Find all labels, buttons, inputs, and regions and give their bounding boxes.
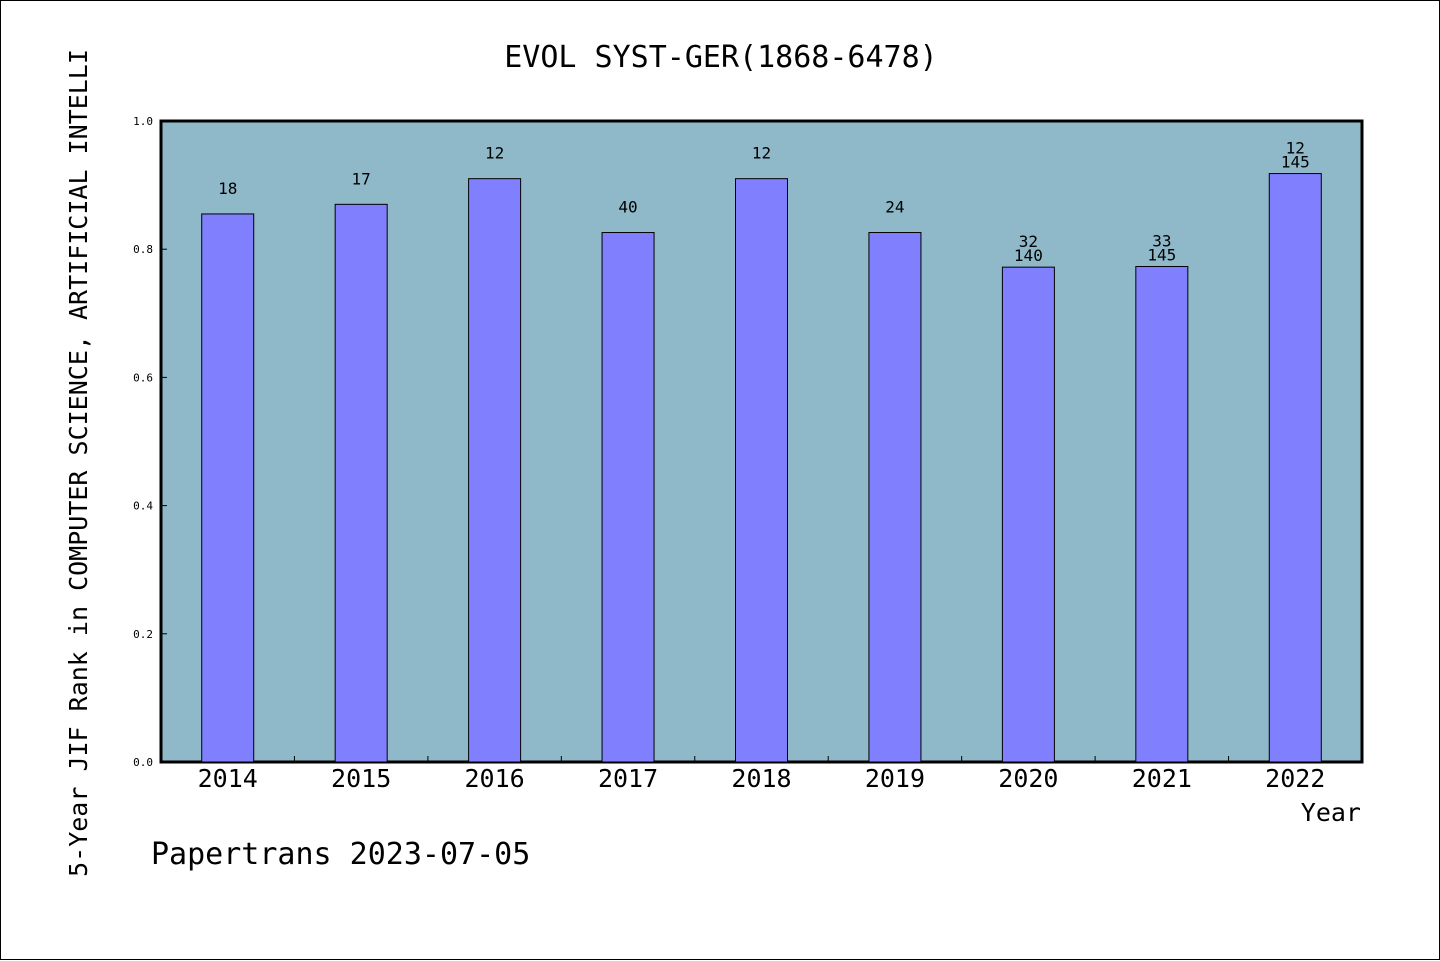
x-axis: 2014 2015 2016 2017 2018 2019 2020 2021 2022 [198, 756, 1325, 793]
y-tick-label: 0.2 [133, 628, 153, 641]
bar-rank-label: 33 [1152, 232, 1171, 251]
bar-total-label: 140 [1014, 246, 1043, 265]
y-tick-label: 1.0 [133, 115, 153, 128]
bar-rank-label: 12 [485, 144, 504, 163]
bar-rank-label: 17 [352, 169, 371, 188]
footer-credit: Papertrans 2023-07-05 [151, 837, 530, 872]
bar-rank-label: 12 [752, 144, 771, 163]
x-tick-label: 2022 [1265, 764, 1325, 793]
x-tick-label: 2019 [865, 764, 925, 793]
bar-2017 [601, 232, 655, 763]
y-tick-label: 0.0 [133, 756, 153, 769]
x-tick-label: 2018 [731, 764, 791, 793]
bar-2016 [468, 178, 522, 763]
x-tick-label: 2021 [1132, 764, 1192, 793]
x-axis-label: Year [1301, 798, 1361, 827]
bar-rank-label: 24 [885, 198, 904, 217]
bar-rank-label: 18 [218, 179, 237, 198]
y-axis-label: 5-Year JIF Rank in COMPUTER SCIENCE, ART… [64, 49, 93, 877]
bar-total-label: 145 [1281, 153, 1310, 172]
bar-2019 [868, 232, 922, 763]
x-tick-label: 2014 [198, 764, 258, 793]
bar-2018 [735, 178, 788, 763]
x-tick-label: 2017 [598, 764, 658, 793]
bar-rank-label: 32 [1019, 232, 1038, 251]
x-tick-label: 2016 [465, 764, 525, 793]
x-tick-label: 2020 [998, 764, 1058, 793]
bar-2020 [1001, 266, 1055, 763]
y-tick-label: 0.6 [133, 371, 153, 384]
y-tick-label: 0.8 [133, 243, 153, 256]
x-tick-label: 2015 [331, 764, 391, 793]
bar-2021 [1135, 266, 1189, 763]
bar-total-label: 145 [1147, 246, 1176, 265]
y-tick-label: 0.4 [133, 500, 153, 513]
bar-2015 [334, 203, 388, 763]
bar-rank-label: 12 [1286, 139, 1305, 158]
bar-2022 [1268, 173, 1322, 763]
y-axis: 0.0 0.2 0.4 0.6 0.8 1.0 [133, 115, 167, 769]
bar-rank-label: 40 [618, 198, 637, 217]
bar-2014 [201, 213, 255, 763]
chart-title: EVOL SYST-GER(1868-6478) [504, 40, 937, 75]
